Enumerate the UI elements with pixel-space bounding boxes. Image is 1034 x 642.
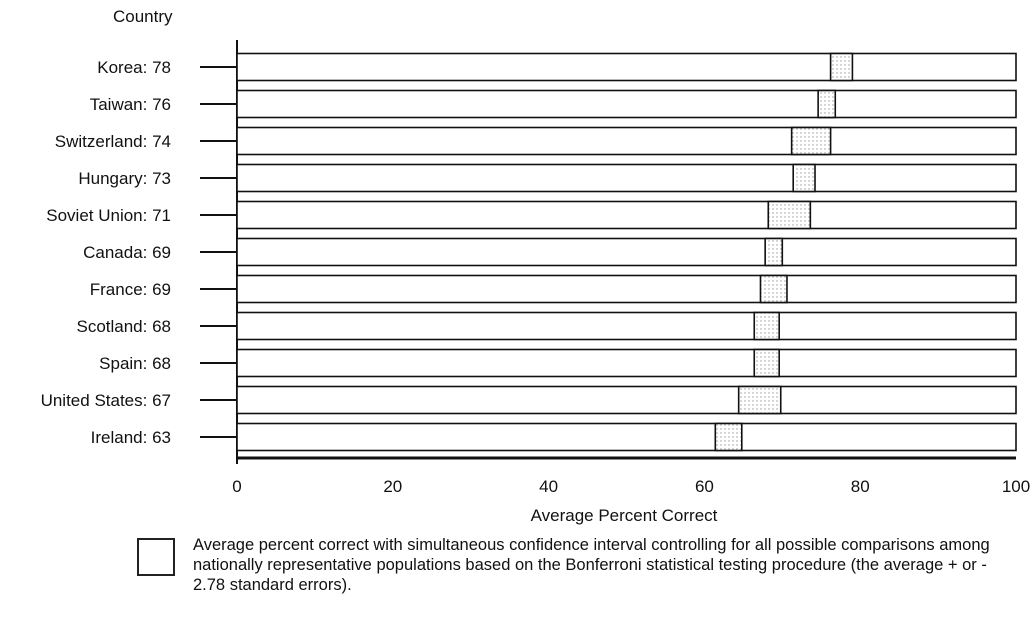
- category-label: Soviet Union: 71: [46, 206, 171, 225]
- confidence-interval: [714, 422, 743, 452]
- category-label: Korea: 78: [97, 58, 171, 77]
- confidence-interval: [790, 126, 832, 156]
- confidence-interval: [753, 348, 780, 378]
- interval-chart: Country Average Percent Correct Korea: 7…: [41, 7, 1031, 525]
- category-label: Ireland: 63: [91, 428, 171, 447]
- x-axis-title: Average Percent Correct: [531, 506, 718, 525]
- bar-outline: [236, 311, 1017, 341]
- legend-swatch: [137, 538, 175, 576]
- bar-outline: [236, 385, 1017, 415]
- bar-outline: [236, 348, 1017, 378]
- bar-outline: [236, 237, 1017, 267]
- confidence-interval: [737, 385, 782, 415]
- category-label: France: 69: [90, 280, 171, 299]
- x-tick-label: 80: [851, 477, 870, 496]
- category-label: Spain: 68: [99, 354, 171, 373]
- confidence-interval: [759, 274, 788, 304]
- bar-outline: [236, 163, 1017, 193]
- category-label: Switzerland: 74: [55, 132, 171, 151]
- confidence-interval: [829, 52, 854, 82]
- confidence-interval: [792, 163, 816, 193]
- x-tick-label: 0: [232, 477, 241, 496]
- bar-outline: [236, 126, 1017, 156]
- x-tick-label: 40: [539, 477, 558, 496]
- x-tick-label: 100: [1002, 477, 1030, 496]
- confidence-interval: [767, 200, 812, 230]
- legend-text: Average percent correct with simultaneou…: [193, 536, 990, 594]
- bar-outline: [236, 274, 1017, 304]
- x-tick-label: 20: [383, 477, 402, 496]
- category-label: Taiwan: 76: [90, 95, 171, 114]
- y-axis-title: Country: [113, 7, 173, 26]
- bar-outline: [236, 89, 1017, 119]
- confidence-interval: [817, 89, 837, 119]
- bar-outline: [236, 422, 1017, 452]
- category-label: Canada: 69: [83, 243, 171, 262]
- confidence-interval: [764, 237, 784, 267]
- x-tick-label: 60: [695, 477, 714, 496]
- bar-outline: [236, 200, 1017, 230]
- category-label: United States: 67: [41, 391, 171, 410]
- confidence-interval: [753, 311, 780, 341]
- bar-outline: [236, 52, 1017, 82]
- category-label: Scotland: 68: [76, 317, 171, 336]
- category-label: Hungary: 73: [78, 169, 171, 188]
